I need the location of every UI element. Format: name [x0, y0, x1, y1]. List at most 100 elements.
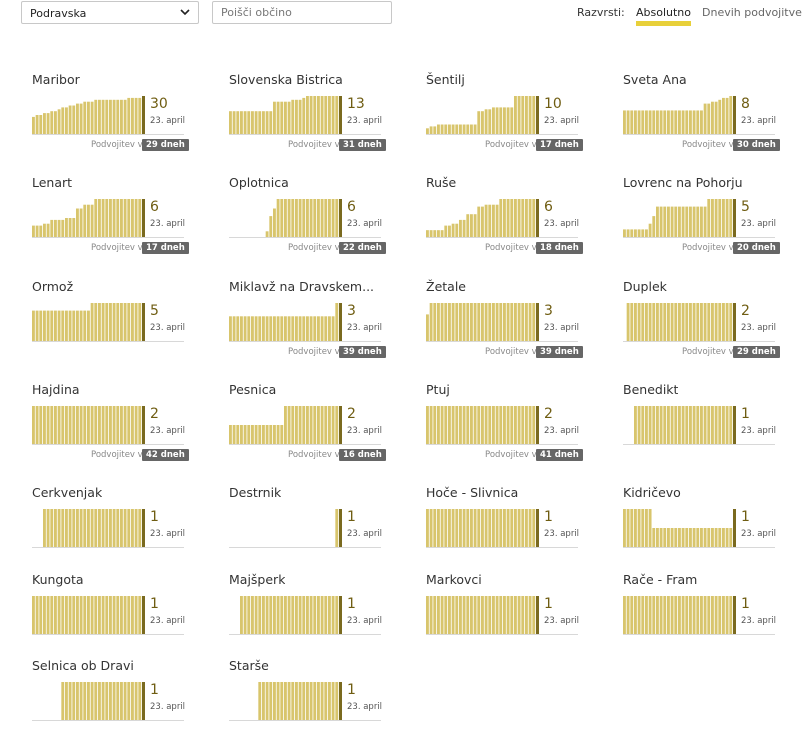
sparkline-bar [313, 406, 317, 444]
sparkline-bar [459, 219, 462, 237]
sparkline-bar [685, 303, 689, 341]
municipality-card[interactable]: Starše 1 23. april [229, 658, 389, 731]
municipality-card[interactable]: Rače - Fram 1 23. april [623, 572, 783, 662]
municipality-card[interactable]: Miklavž na Dravskem... 3 23. april Podvojit… [229, 279, 389, 369]
chart-baseline [32, 634, 184, 635]
case-count: 6 [150, 199, 159, 215]
latest-date: 23. april [544, 529, 580, 539]
sparkline-bar [645, 509, 648, 547]
sort-doubling-tab[interactable]: Dnevih podvojitve [702, 6, 802, 19]
sparkline-chart [426, 406, 536, 444]
sparkline-bar [459, 596, 462, 634]
sort-absolute-tab[interactable]: Absolutno [636, 6, 692, 26]
sparkline-bar [298, 682, 302, 720]
sparkline-bar [284, 682, 287, 720]
sparkline-bar [703, 528, 707, 547]
sparkline-bar [499, 107, 503, 134]
case-count: 6 [544, 199, 553, 215]
municipality-card[interactable]: Maribor 30 23. april Podvojitev v 29 dneh [32, 72, 192, 162]
case-count: 2 [544, 406, 553, 422]
municipality-card[interactable]: Markovci 1 23. april [426, 572, 586, 662]
region-select[interactable]: Podravska [21, 1, 199, 24]
latest-day-marker [536, 509, 539, 547]
sparkline-bar [57, 219, 61, 237]
sparkline-bar [455, 124, 459, 134]
case-count: 2 [741, 303, 750, 319]
sparkline-bar [528, 596, 532, 634]
sparkline-bar [240, 596, 243, 634]
sparkline-bar [525, 509, 528, 547]
sparkline-bar [243, 596, 247, 634]
latest-day-marker [536, 303, 539, 341]
sparkline-bar [79, 310, 83, 341]
municipality-card[interactable]: Selnica ob Dravi 1 23. april [32, 658, 192, 731]
sparkline-bar [50, 310, 54, 341]
sparkline-bar [499, 406, 503, 444]
sparkline-bar [90, 406, 94, 444]
municipality-card[interactable]: Destrnik 1 23. april [229, 485, 389, 575]
sparkline-bar [127, 303, 131, 341]
latest-date: 23. april [150, 426, 186, 436]
sparkline-bar [54, 509, 57, 547]
sparkline-bar [79, 596, 83, 634]
municipality-card[interactable]: Duplek 2 23. april Podvojitev v 29 dneh [623, 279, 783, 369]
municipality-card[interactable]: Lovrenc na Pohorju 5 23. april Podvojitev v… [623, 175, 783, 265]
sparkline-bar [725, 97, 729, 134]
sparkline-bar [54, 111, 57, 134]
case-count: 13 [347, 96, 365, 112]
sparkline-bar [711, 101, 714, 134]
sparkline-bar [328, 316, 331, 341]
municipality-name: Ruše [426, 175, 457, 190]
sparkline-chart [265, 199, 339, 237]
municipality-card[interactable]: Ruše 6 23. april Podvojitev v 18 dneh [426, 175, 586, 265]
sparkline-bar [46, 596, 50, 634]
sparkline-bar [68, 310, 72, 341]
municipality-card[interactable]: Šentilj 10 23. april Podvojitev v 17 dneh [426, 72, 586, 162]
sparkline-bar [714, 101, 718, 134]
sparkline-bar [477, 596, 481, 634]
sparkline-bar [433, 406, 437, 444]
sparkline-bar [722, 303, 725, 341]
municipality-card[interactable]: Hoče - Slivnica 1 23. april [426, 485, 586, 575]
sparkline-bar [506, 509, 510, 547]
sparkline-bar [462, 596, 466, 634]
chart-baseline [32, 547, 184, 548]
sparkline-bar [265, 425, 269, 444]
latest-day-marker [142, 682, 145, 720]
chart-baseline [623, 134, 775, 135]
sparkline-bar [291, 406, 295, 444]
municipality-card[interactable]: Cerkvenjak 1 23. april [32, 485, 192, 575]
municipality-card[interactable]: Ormož 5 23. april [32, 279, 192, 369]
sparkline-bar [681, 110, 685, 134]
sparkline-bar [35, 596, 39, 634]
sparkline-bar [98, 682, 101, 720]
municipality-card[interactable]: Pesnica 2 23. april Podvojitev v 16 dneh [229, 382, 389, 472]
municipality-card[interactable]: Žetale 3 23. april Podvojitev v 39 dneh [426, 279, 586, 369]
sparkline-bar [298, 406, 302, 444]
municipality-card[interactable]: Hajdina 2 23. april Podvojitev v 42 dneh [32, 382, 192, 472]
sparkline-bar [455, 596, 459, 634]
municipality-card[interactable]: Slovenska Bistrica 13 23. april Podvojitev … [229, 72, 389, 162]
municipality-card[interactable]: Oplotnica 6 23. april Podvojitev v 22 dneh [229, 175, 389, 265]
municipality-card[interactable]: Lenart 6 23. april Podvojitev v 17 dneh [32, 175, 192, 265]
sparkline-bar [711, 596, 714, 634]
sparkline-bar [317, 316, 320, 341]
municipality-card[interactable]: Ptuj 2 23. april Podvojitev v 41 dneh [426, 382, 586, 472]
sparkline-bar [637, 596, 641, 634]
sparkline-bar [43, 406, 46, 444]
municipality-card[interactable]: Kungota 1 23. april [32, 572, 192, 662]
search-input[interactable] [212, 1, 392, 24]
sparkline-bar [120, 682, 123, 720]
sparkline-bar [466, 124, 470, 134]
case-count: 10 [544, 96, 562, 112]
municipality-card[interactable]: Sveta Ana 8 23. april Podvojitev v 30 dneh [623, 72, 783, 162]
municipality-card[interactable]: Benedikt 1 23. april [623, 382, 783, 472]
sparkline-bar [659, 303, 663, 341]
sparkline-bar [35, 310, 39, 341]
sparkline-bar [138, 97, 142, 134]
municipality-card[interactable]: Kidričevo 1 23. april [623, 485, 783, 575]
sparkline-bar [46, 310, 50, 341]
municipality-card[interactable]: Majšperk 1 23. april [229, 572, 389, 662]
sparkline-bar [700, 406, 703, 444]
sparkline-bar [131, 596, 134, 634]
